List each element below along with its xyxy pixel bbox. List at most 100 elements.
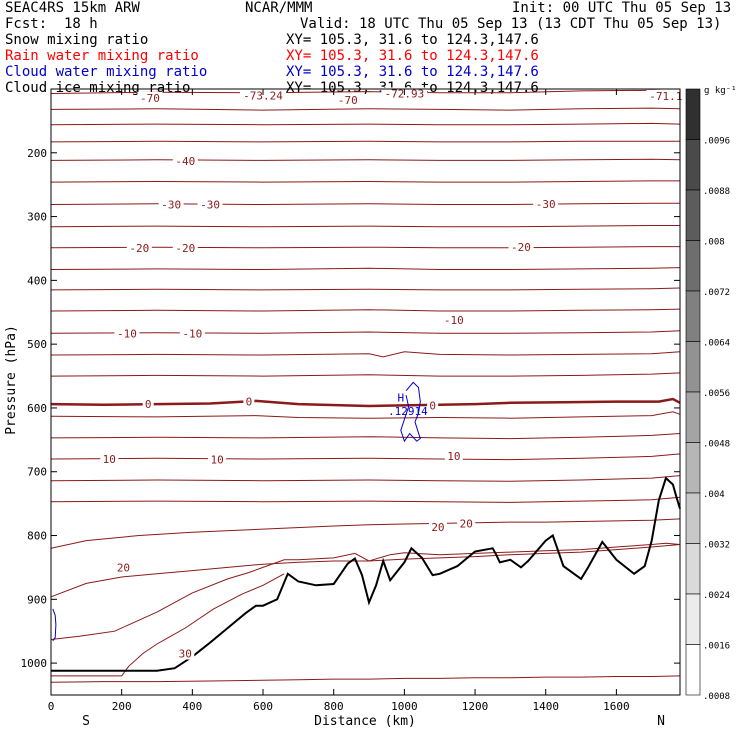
cloud-water-edge-contour [52,608,57,642]
colorbar-tick-label: .0064 [703,339,730,349]
y-tick-label: 300 [27,211,47,224]
isotherm-label: -73.24 [243,89,283,102]
x-axis-title: Distance (km) [314,714,416,729]
isotherm-label-bg [172,241,198,254]
x-tick-label: 1600 [603,700,630,713]
colorbar-tick-label: .0032 [703,541,730,551]
isotherm-label: 30 [179,648,192,661]
isotherm-line [50,287,681,291]
isotherm-label: -20 [129,242,149,255]
isotherm-label: -40 [175,155,195,168]
isotherm-label-bg [100,452,119,465]
isotherm-label-bg [126,241,152,254]
x-tick-label: 200 [112,700,132,713]
isotherm-label-bg [444,449,463,462]
colorbar-swatch [685,593,701,645]
center-name: NCAR/MMM [245,0,313,16]
isotherm-label-bg [335,93,361,106]
colorbar-swatch [685,290,701,342]
isotherm-line [50,496,681,503]
isotherm-line [50,180,680,183]
y-tick-label: 1000 [21,657,48,670]
y-tick-label: 900 [27,593,47,606]
isotherm-line [50,330,681,334]
field-cloudwater-name: Cloud water mixing ratio [5,64,208,80]
isotherm-label: -10 [444,314,464,327]
isotherm-label-bg [243,395,255,408]
x-tick-label: 0 [48,700,55,713]
y-axis-title: Pressure (hPa) [4,325,19,435]
colorbar-swatch [685,240,701,292]
init-time: Init: 00 UTC Thu 05 Sep 13 [512,0,732,16]
y-tick-label: 500 [27,338,47,351]
isotherm-label-bg [137,91,163,104]
field-cloudwater-xy: XY= 105.3, 31.6 to 124.3,147.6 [286,64,539,80]
isotherm-label-bg [533,197,559,210]
isotherm-label: 10 [210,454,223,467]
isotherm-label-bg [158,198,184,211]
field-rain-xy: XY= 105.3, 31.6 to 124.3,147.6 [286,48,539,64]
isotherm-label-bg [240,89,287,102]
cloud-max-value: .12914 [388,405,428,418]
isotherm-line [50,542,681,640]
isotherm-label: 20 [431,521,444,534]
isotherm-label-bg [427,399,439,412]
isotherm-label-bg [428,521,447,534]
isotherm-label: 0 [145,398,152,411]
x-tick-label: 1200 [462,700,489,713]
isotherm-label-bg [172,155,198,168]
isotherm-label: -70 [338,94,358,107]
isotherm-label: -30 [161,198,181,211]
isotherm-line [50,107,681,111]
x-axis-south-label: S [82,714,90,729]
isotherm-label: 10 [103,453,116,466]
isotherm-label: 20 [117,561,130,574]
colorbar-tick-label: .004 [703,490,725,500]
isotherm-line [50,372,681,377]
x-tick-label: 1400 [532,700,559,713]
isotherm-label: -70 [140,92,160,105]
colorbar-tick-label: .0016 [703,642,730,652]
isotherm-label-bg [457,517,476,530]
isotherm-label: -30 [536,198,556,211]
model-name: SEAC4RS 15km ARW [5,0,140,16]
isotherm-label: -30 [200,198,220,211]
isotherm-line [50,433,681,440]
isotherm-line [50,122,681,126]
colorbar-swatch [685,442,701,494]
colorbar-swatch [685,139,701,191]
y-tick-label: 700 [27,466,47,479]
isotherm-label-bg [179,327,205,340]
isotherm-line [50,675,681,683]
isotherm-line [50,453,681,461]
isotherm-label: -10 [117,327,137,340]
isotherm-line [50,475,681,482]
colorbar-unit: g kg⁻¹ [704,86,737,96]
x-tick-label: 1000 [391,700,418,713]
y-tick-label: 400 [27,274,47,287]
isotherm-label-bg [114,561,133,574]
isotherm-line [50,267,681,271]
isotherm-line [50,225,680,228]
colorbar-swatch [685,189,701,241]
cloud-water-contour [400,381,421,443]
isotherm-label: 0 [246,396,253,409]
valid-time: Valid: 18 UTC Thu 05 Sep 13 (13 CDT Thu … [300,16,722,32]
colorbar-swatch [685,88,701,140]
isotherm-label-bg [114,327,140,340]
forecast-label: Fcst: [5,16,48,32]
x-axis-north-label: N [657,714,665,729]
y-tick-label: 800 [27,530,47,543]
colorbar-tick-label: .0008 [703,692,730,702]
isotherm-label-bg [646,90,686,103]
forecast-hour: 18 h [64,16,98,32]
colorbar-swatch [685,341,701,393]
isotherm-line [50,202,680,206]
isotherm-label-bg [142,398,154,411]
colorbar-swatch [685,492,701,544]
isotherm-line [50,140,680,143]
isotherm-line [50,411,681,419]
colorbar-swatch [685,543,701,595]
